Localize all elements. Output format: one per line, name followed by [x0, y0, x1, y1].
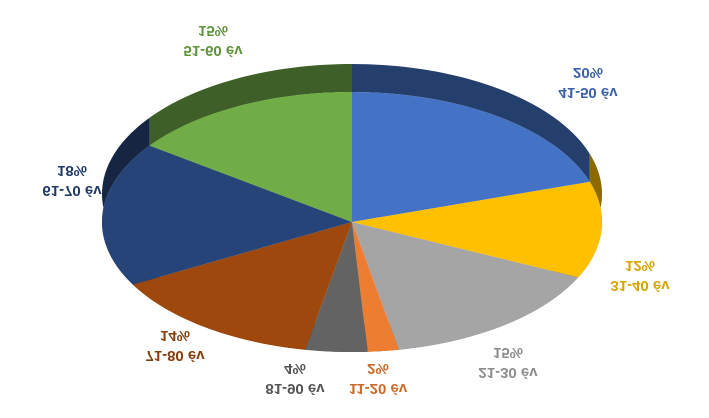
- pie-slice: [352, 181, 602, 278]
- pie-slice: [132, 222, 352, 350]
- category-label: 71-80 év: [145, 347, 205, 364]
- category-label: 41-50 év: [558, 84, 618, 101]
- pie-slice: [352, 222, 579, 350]
- data-label: 15%: [198, 22, 228, 39]
- pie-slice: [102, 145, 352, 285]
- data-label: 4%: [284, 360, 306, 377]
- pie-slice: [149, 92, 352, 222]
- category-label: 61-70 év: [42, 182, 102, 199]
- category-label: 11-20 év: [349, 380, 408, 397]
- category-label: 31-40 év: [610, 277, 670, 294]
- pie-slice: [352, 92, 590, 222]
- category-label: 51-60 év: [183, 42, 243, 59]
- data-label: 12%: [625, 257, 655, 274]
- category-label: 21-30 év: [478, 364, 538, 381]
- data-label: 2%: [367, 360, 389, 377]
- data-label: 15%: [493, 344, 523, 361]
- pie-slice: [305, 222, 368, 352]
- pie-side: [352, 64, 590, 182]
- category-label: 81-90 év: [265, 380, 325, 397]
- data-label: 14%: [160, 327, 190, 344]
- data-label: 18%: [57, 162, 87, 179]
- data-label: 20%: [573, 64, 603, 81]
- pie-side: [149, 64, 352, 146]
- pie-slice: [352, 222, 399, 352]
